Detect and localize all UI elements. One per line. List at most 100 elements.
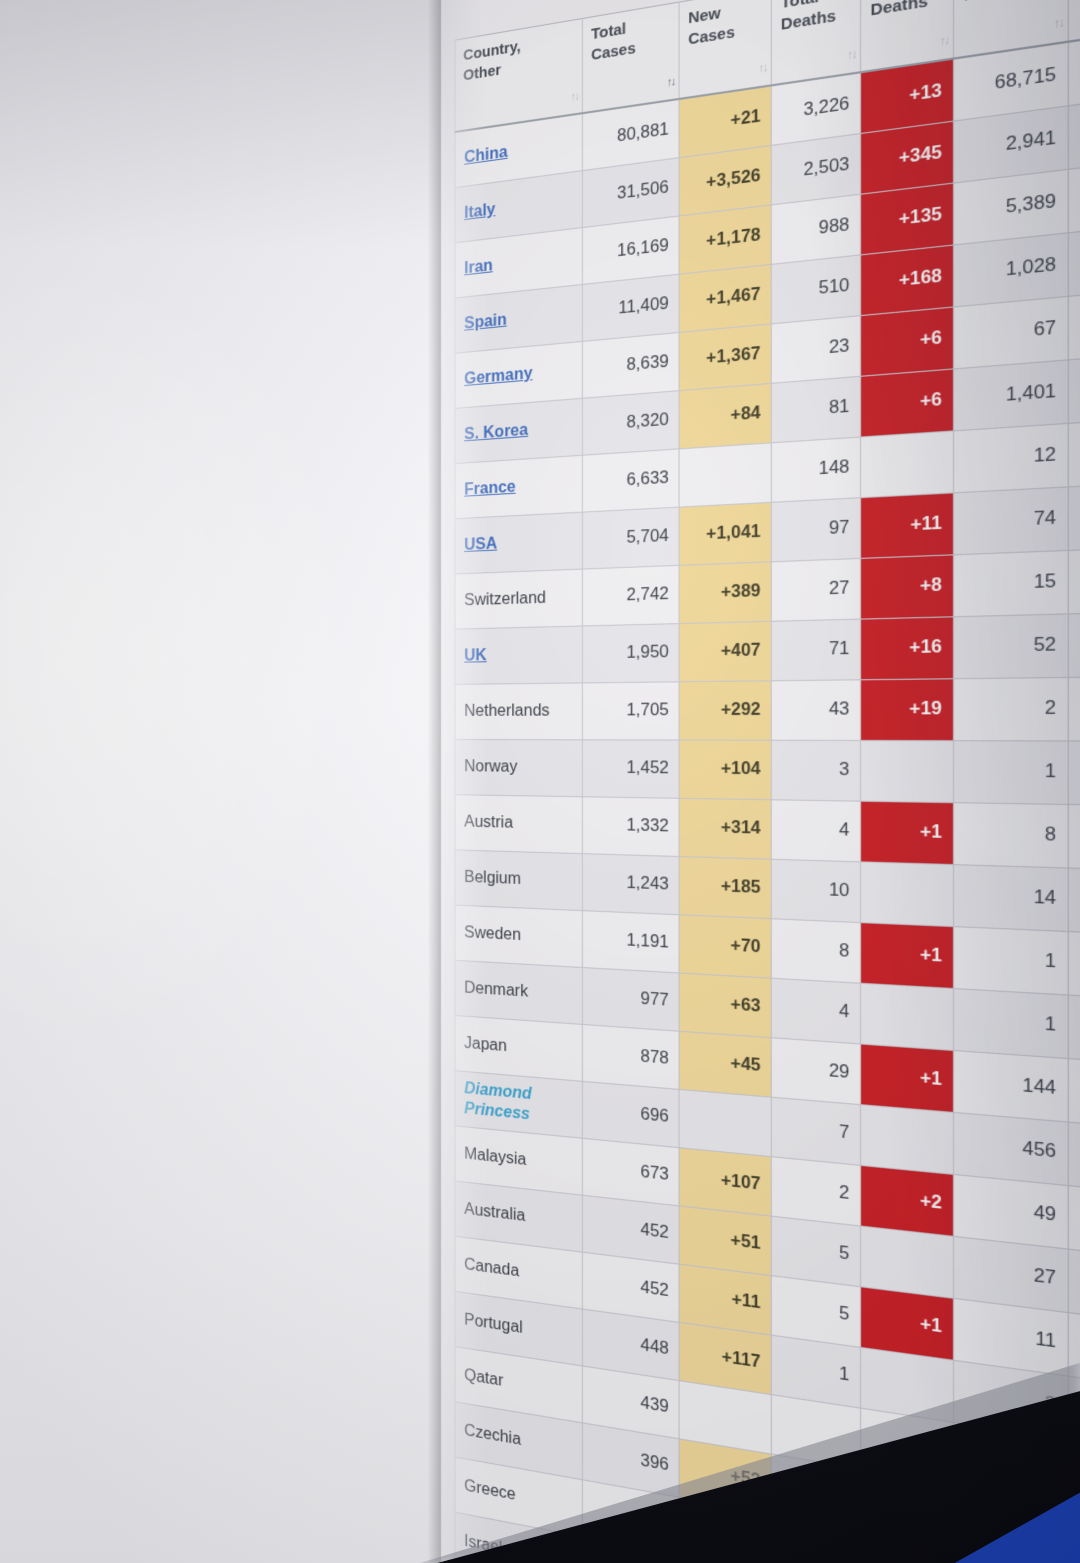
country-link[interactable]: Italy (464, 200, 496, 223)
country-label: Greece (464, 1477, 516, 1505)
cell-new-cases: +1,467 (679, 264, 772, 333)
cell-new-deaths (860, 1226, 954, 1299)
cell-new-cases: +407 (679, 621, 772, 682)
cell-total-recovered: 144 (953, 1050, 1069, 1123)
cell-new-deaths (860, 861, 954, 927)
cell-total-recovered: 1 (953, 988, 1069, 1059)
cell-new-deaths: +6 (860, 306, 954, 377)
cell-new-cases: +1,178 (679, 204, 772, 275)
country-label: Switzerland (464, 589, 546, 610)
sort-icon: ↑↓ (570, 90, 578, 104)
country-label: Netherlands (464, 702, 550, 720)
cell-new-cases: +45 (679, 1031, 772, 1098)
cell-total-recovered: 12 (953, 423, 1069, 493)
cell-active-cases: 9,871 (1068, 221, 1080, 297)
cell-country: S. Korea (454, 398, 583, 464)
cell-total-recovered: 1 (953, 740, 1069, 805)
cell-new-deaths: +168 (860, 245, 954, 316)
cell-new-deaths (860, 430, 954, 498)
cell-total-cases: 1,243 (582, 853, 680, 915)
cell-total-recovered: 74 (953, 486, 1069, 555)
cell-new-deaths: +19 (860, 678, 954, 741)
country-link[interactable]: UK (464, 647, 487, 665)
cell-new-cases: +1,367 (679, 323, 772, 391)
cell-total-deaths: 10 (771, 859, 861, 923)
country-label: Australia (464, 1200, 526, 1226)
cell-new-cases (679, 1089, 772, 1157)
country-link[interactable]: France (464, 478, 516, 499)
country-label: Austria (464, 813, 514, 832)
cell-new-cases: +292 (679, 680, 772, 741)
country-label: Denmark (464, 979, 529, 1001)
country-label: Canada (464, 1255, 520, 1281)
cell-total-deaths: 7 (771, 1097, 861, 1166)
country-label: Israel (464, 1532, 503, 1558)
country-label: Czechia (464, 1421, 521, 1449)
cell-new-cases: +84 (679, 383, 772, 449)
sort-icon: ↑↓ (758, 61, 767, 76)
cell-total-deaths: 510 (771, 254, 861, 324)
cell-total-deaths: 4 (771, 799, 861, 862)
cell-new-deaths: +6 (860, 368, 954, 438)
country-link[interactable]: Iran (464, 257, 493, 278)
country-label: Japan (464, 1034, 507, 1056)
cell-country: Switzerland (454, 569, 583, 630)
cell-active-cases: 1,320 (1068, 804, 1080, 872)
browser-screen: rgy) | × Chocolat Search: (441, 0, 1080, 1563)
cell-total-cases: 878 (582, 1024, 680, 1090)
cell-new-cases (679, 442, 772, 508)
cell-total-recovered: 1,028 (953, 232, 1069, 307)
col-header-total-deaths[interactable]: Total Deaths ↑↓ (771, 0, 861, 86)
cell-total-recovered: 2 (953, 677, 1069, 741)
sort-icon: ↑↓ (939, 33, 949, 49)
cell-new-deaths: +345 (860, 121, 954, 195)
cell-active-cases: 972 (1068, 995, 1080, 1067)
cell-new-cases: +185 (679, 856, 772, 919)
col-header-active-cases[interactable]: ActiveCases ↑↓ (1068, 0, 1080, 42)
cell-country: France (454, 455, 583, 519)
covid-countries-table: Country, Other ↑↓ Total Cases ↑↓ New Cases … (454, 0, 1080, 1563)
country-label: Malaysia (464, 1145, 527, 1170)
cell-active-cases: 2,700 (1068, 546, 1080, 614)
col-header-country[interactable]: Country, Other ↑↓ (454, 18, 583, 132)
country-link[interactable]: S. Korea (464, 421, 529, 444)
country-label: Qatar (464, 1366, 504, 1390)
country-link[interactable]: Spain (464, 311, 507, 333)
cell-country: Belgium (454, 849, 583, 911)
cell-total-deaths: 4 (771, 978, 861, 1044)
col-header-total-cases[interactable]: Total Cases ↑↓ (582, 2, 680, 114)
cell-total-cases: 11,409 (582, 274, 680, 342)
cell-total-cases: 8,639 (582, 332, 680, 399)
cell-total-cases: 1,705 (582, 681, 680, 741)
cell-new-deaths: +1 (860, 801, 954, 865)
cell-total-cases: 1,191 (582, 910, 680, 973)
country-label: Portugal (464, 1311, 523, 1338)
country-link[interactable]: USA (464, 535, 498, 555)
country-link[interactable]: Germany (464, 364, 533, 389)
cell-total-cases: 1,332 (582, 796, 680, 857)
cell-new-deaths: +1 (860, 1043, 954, 1113)
col-header-new-cases[interactable]: New Cases ↑↓ (679, 0, 772, 99)
cell-total-deaths: 27 (771, 558, 861, 622)
cell-total-deaths: 2 (771, 1156, 861, 1227)
country-label: Diamond Princess (464, 1079, 532, 1124)
sort-icon: ↑↓ (847, 47, 856, 63)
cell-total-deaths: 3 (771, 740, 861, 802)
cell-total-cases: 673 (582, 1138, 680, 1206)
cell-new-deaths (860, 1104, 954, 1175)
cell-active-cases: 6,473 (1068, 416, 1080, 487)
country-link[interactable]: China (464, 143, 508, 167)
cell-new-deaths: +16 (860, 616, 954, 680)
cell-new-cases: +63 (679, 972, 772, 1038)
cell-new-deaths: +2 (860, 1165, 954, 1237)
cell-total-deaths: 29 (771, 1037, 861, 1105)
cell-active-cases: 1,660 (1068, 676, 1080, 742)
cell-total-cases: 1,950 (582, 623, 680, 683)
cell-country: Sweden (454, 905, 583, 968)
cell-active-cases: 1,827 (1068, 611, 1080, 678)
sort-icon: ↑↓ (1053, 16, 1063, 32)
cell-new-deaths (860, 740, 954, 803)
cell-new-cases: +314 (679, 798, 772, 860)
cell-active-cases: 393 (1068, 1503, 1080, 1563)
